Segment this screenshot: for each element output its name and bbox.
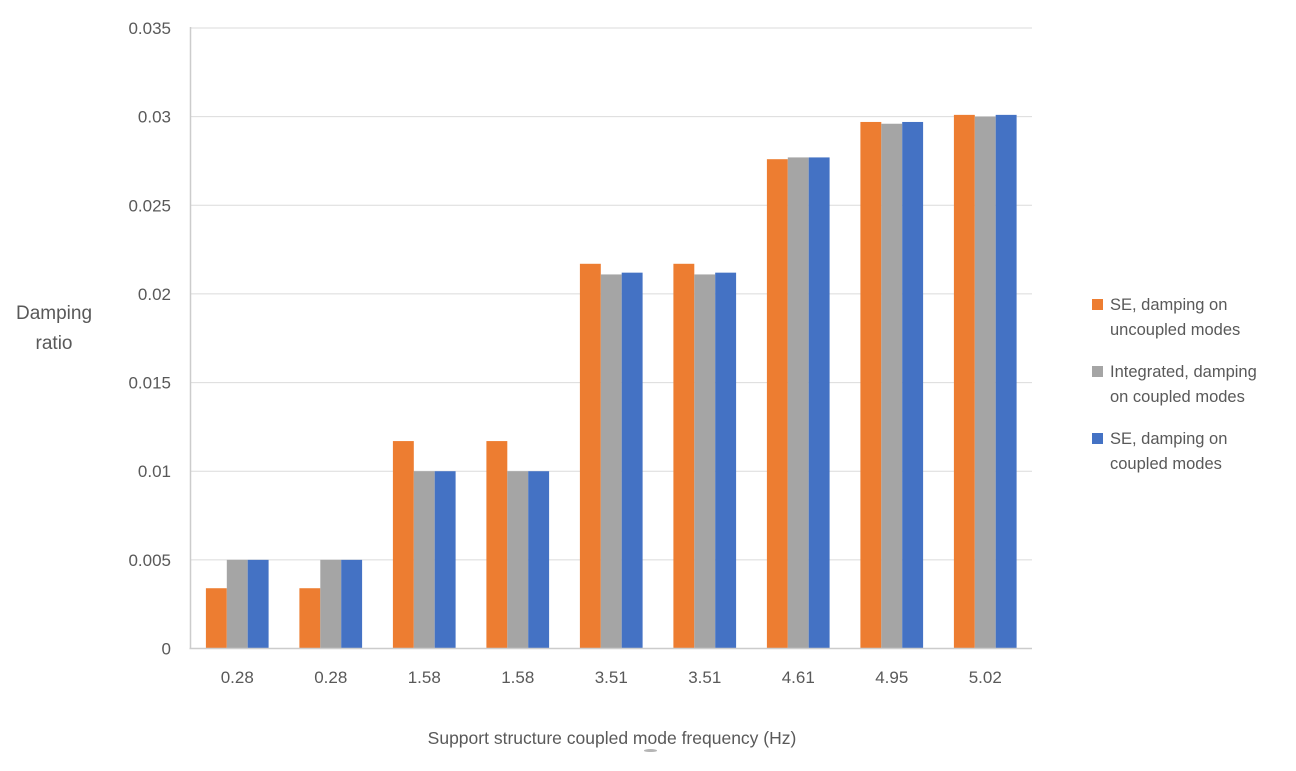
- bar-s1-c7: [881, 123, 903, 649]
- bar-s2-c1: [341, 559, 363, 649]
- bar-s2-c2: [434, 471, 456, 649]
- bar-s0-c2: [392, 441, 414, 649]
- x-tick-label: 1.58: [501, 668, 534, 687]
- y-tick-label: 0.03: [138, 108, 171, 127]
- x-tick-label: 0.28: [221, 668, 254, 687]
- x-axis-title: Support structure coupled mode frequency…: [427, 728, 797, 748]
- x-tick-label: 3.51: [688, 668, 721, 687]
- legend-item-se-coupled: SE, damping on coupled modes: [1092, 427, 1292, 477]
- bar-s2-c6: [808, 157, 830, 649]
- bar-s2-c5: [715, 272, 737, 649]
- bar-s0-c1: [299, 588, 321, 649]
- y-tick-label: 0.02: [138, 285, 171, 304]
- legend-label-line: SE, damping on: [1110, 296, 1228, 314]
- bar-s1-c0: [226, 559, 248, 649]
- legend-swatch-orange-icon: [1092, 299, 1103, 310]
- y-tick-label: 0.015: [128, 374, 171, 393]
- bar-s0-c8: [953, 114, 975, 649]
- legend-item-integrated-coupled: Integrated, damping on coupled modes: [1092, 360, 1292, 410]
- y-tick-label: 0.005: [128, 551, 171, 570]
- x-tick-label: 0.28: [314, 668, 347, 687]
- x-tick-label: 3.51: [595, 668, 628, 687]
- legend-label-line: Integrated, damping: [1110, 363, 1257, 381]
- bar-s0-c5: [673, 263, 695, 649]
- bar-s2-c4: [621, 272, 643, 649]
- legend-label-line: SE, damping on: [1110, 430, 1228, 448]
- legend: SE, damping on uncoupled modes Integrate…: [1092, 293, 1292, 494]
- y-tick-label: 0.035: [128, 19, 171, 38]
- bar-s1-c5: [694, 274, 716, 649]
- x-tick-label: 5.02: [969, 668, 1002, 687]
- bar-s0-c3: [486, 441, 508, 649]
- legend-label: Integrated, damping on coupled modes: [1110, 360, 1257, 410]
- legend-item-se-uncoupled: SE, damping on uncoupled modes: [1092, 293, 1292, 343]
- x-tick-label: 4.95: [875, 668, 908, 687]
- bar-s2-c7: [902, 121, 924, 649]
- bar-s2-c8: [995, 114, 1017, 649]
- bar-s0-c6: [766, 159, 788, 649]
- x-tick-label: 1.58: [408, 668, 441, 687]
- cut-off-caption-glyph: [644, 749, 657, 752]
- x-tick-label: 4.61: [782, 668, 815, 687]
- legend-label-line: on coupled modes: [1110, 388, 1245, 406]
- bar-s0-c0: [205, 588, 227, 649]
- legend-label: SE, damping on coupled modes: [1110, 427, 1227, 477]
- bar-s1-c3: [507, 471, 529, 649]
- y-axis-title-line2: ratio: [35, 333, 73, 354]
- legend-swatch-gray-icon: [1092, 366, 1103, 377]
- y-tick-label: 0.025: [128, 196, 171, 215]
- bar-s2-c3: [528, 471, 550, 649]
- bar-s1-c1: [320, 559, 342, 649]
- legend-swatch-blue-icon: [1092, 433, 1103, 444]
- bar-s1-c4: [600, 274, 622, 649]
- bar-s1-c2: [413, 471, 435, 649]
- bar-s0-c7: [860, 121, 882, 649]
- bar-s2-c0: [247, 559, 269, 649]
- y-axis-title: Damping ratio: [6, 299, 102, 359]
- y-tick-label: 0.01: [138, 462, 171, 481]
- legend-label: SE, damping on uncoupled modes: [1110, 293, 1240, 343]
- y-axis-title-line1: Damping: [15, 303, 93, 324]
- bar-s1-c6: [787, 157, 809, 649]
- legend-label-line: coupled modes: [1110, 455, 1222, 473]
- legend-label-line: uncoupled modes: [1110, 321, 1241, 339]
- y-tick-label: 0: [162, 640, 171, 659]
- bar-s0-c4: [579, 263, 601, 649]
- bar-s1-c8: [974, 116, 996, 649]
